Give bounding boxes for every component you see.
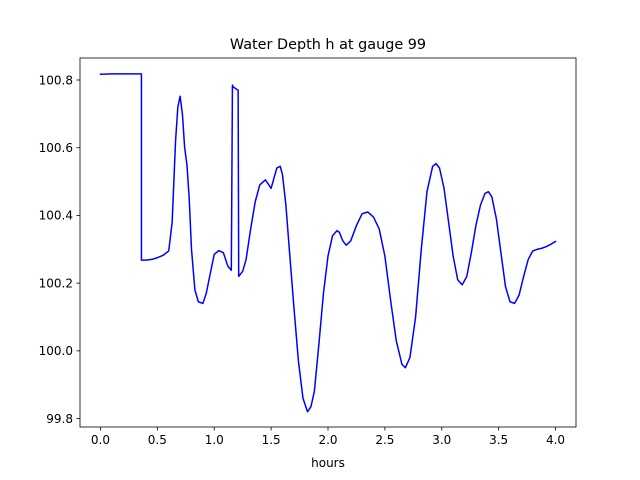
y-tick-label: 100.4 xyxy=(39,209,73,223)
y-tick-label: 100.8 xyxy=(39,73,73,87)
x-axis: 0.0 0.5 1.0 1.5 2.0 2.5 3.0 3.5 4.0 xyxy=(91,427,565,447)
x-tick-label: 0.0 xyxy=(91,433,110,447)
plot-frame xyxy=(79,57,577,428)
y-tick-label: 100.2 xyxy=(39,276,73,290)
x-tick-label: 0.5 xyxy=(148,433,167,447)
x-tick-label: 1.5 xyxy=(262,433,281,447)
series-line-0 xyxy=(99,73,557,413)
x-tick-label: 1.0 xyxy=(205,433,224,447)
y-axis: 99.8 100.0 100.2 100.4 100.6 100.8 xyxy=(39,73,80,426)
x-tick-label: 2.5 xyxy=(375,433,394,447)
x-tick-label: 2.0 xyxy=(318,433,337,447)
chart-title: Water Depth h at gauge 99 xyxy=(230,37,426,53)
x-tick-label: 3.5 xyxy=(489,433,508,447)
y-tick-label: 100.0 xyxy=(39,344,73,358)
y-tick-label: 99.8 xyxy=(46,412,73,426)
x-axis-label: hours xyxy=(311,456,345,470)
x-tick-label: 4.0 xyxy=(546,433,565,447)
x-tick-label: 3.0 xyxy=(432,433,451,447)
y-tick-label: 100.6 xyxy=(39,141,73,155)
plot-area xyxy=(79,57,577,428)
